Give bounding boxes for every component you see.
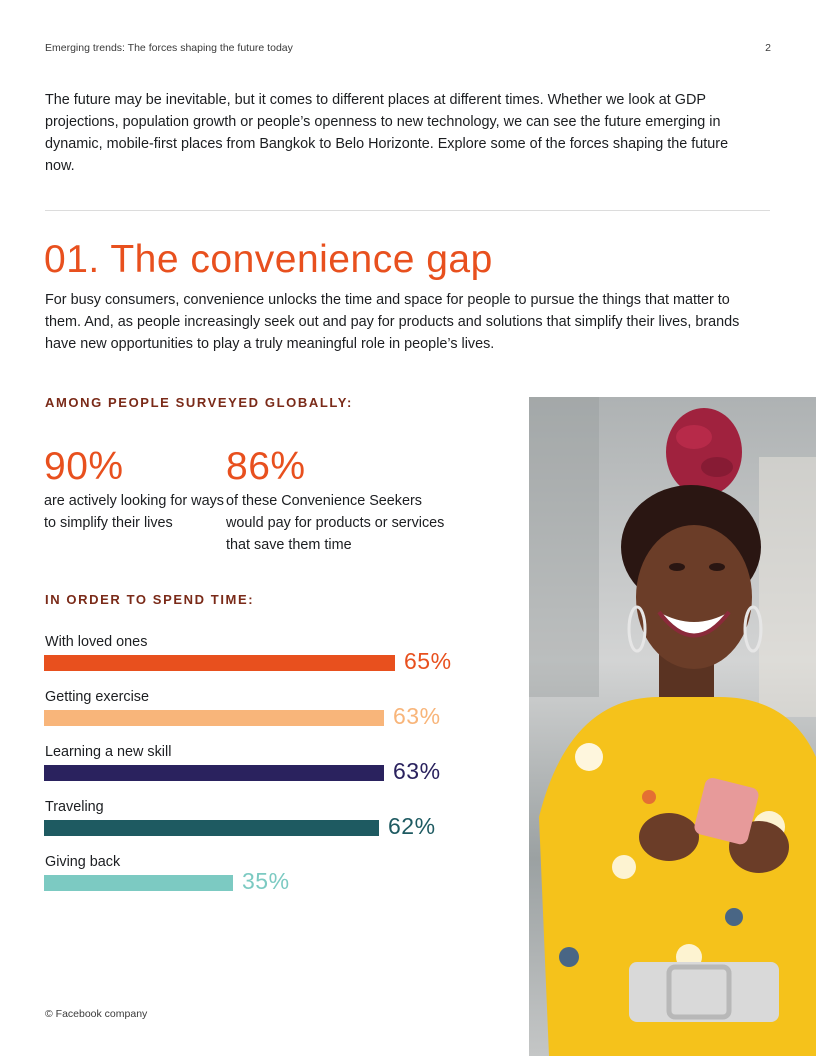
- stat-simplify: 90% are actively looking for ways to sim…: [44, 444, 229, 534]
- bar-value-label: 63%: [393, 758, 441, 784]
- stat-description: of these Convenience Seekers would pay f…: [226, 493, 445, 553]
- bar: [44, 765, 384, 781]
- bar-value-label: 63%: [393, 703, 441, 729]
- footer-copyright: © Facebook company: [45, 1008, 148, 1020]
- stat-pay-to-save-time: 86% of these Convenience Seekers would p…: [226, 444, 451, 556]
- smiling-woman-with-phone-photo: [529, 397, 816, 1056]
- stat-value: 90%: [44, 445, 124, 488]
- bar-row: Traveling 62%: [44, 797, 514, 852]
- survey-heading: AMONG PEOPLE SURVEYED GLOBALLY:: [45, 395, 353, 410]
- bar-row: Getting exercise 63%: [44, 687, 514, 742]
- bar-value-label: 65%: [404, 648, 452, 674]
- bar: [44, 820, 379, 836]
- section-title: 01. The convenience gap: [44, 238, 493, 281]
- running-header: Emerging trends: The forces shaping the …: [45, 42, 293, 54]
- bar-label: With loved ones: [45, 634, 148, 650]
- stat-value: 86%: [226, 445, 306, 488]
- intro-paragraph: The future may be inevitable, but it com…: [45, 92, 729, 174]
- bar-row: Learning a new skill 63%: [44, 742, 514, 797]
- bar-label: Learning a new skill: [45, 744, 172, 760]
- bar-value-label: 35%: [242, 868, 290, 894]
- bar: [44, 710, 384, 726]
- section-body: For busy consumers, convenience unlocks …: [45, 292, 740, 352]
- page-number: 2: [765, 42, 771, 54]
- stat-description: are actively looking for ways to simplif…: [44, 493, 224, 531]
- bar-label: Giving back: [45, 854, 121, 870]
- bar: [44, 875, 233, 891]
- bar-row: Giving back 35%: [44, 852, 514, 907]
- chart-title: IN ORDER TO SPEND TIME:: [45, 592, 255, 607]
- bar-label: Getting exercise: [45, 689, 149, 705]
- bar-label: Traveling: [45, 799, 104, 815]
- bar-value-label: 62%: [388, 813, 436, 839]
- time-spending-bar-chart: With loved ones 65% Getting exercise 63% Lea…: [44, 632, 514, 907]
- bar: [44, 655, 395, 671]
- bar-row: With loved ones 65%: [44, 632, 514, 687]
- section-divider: [45, 210, 770, 211]
